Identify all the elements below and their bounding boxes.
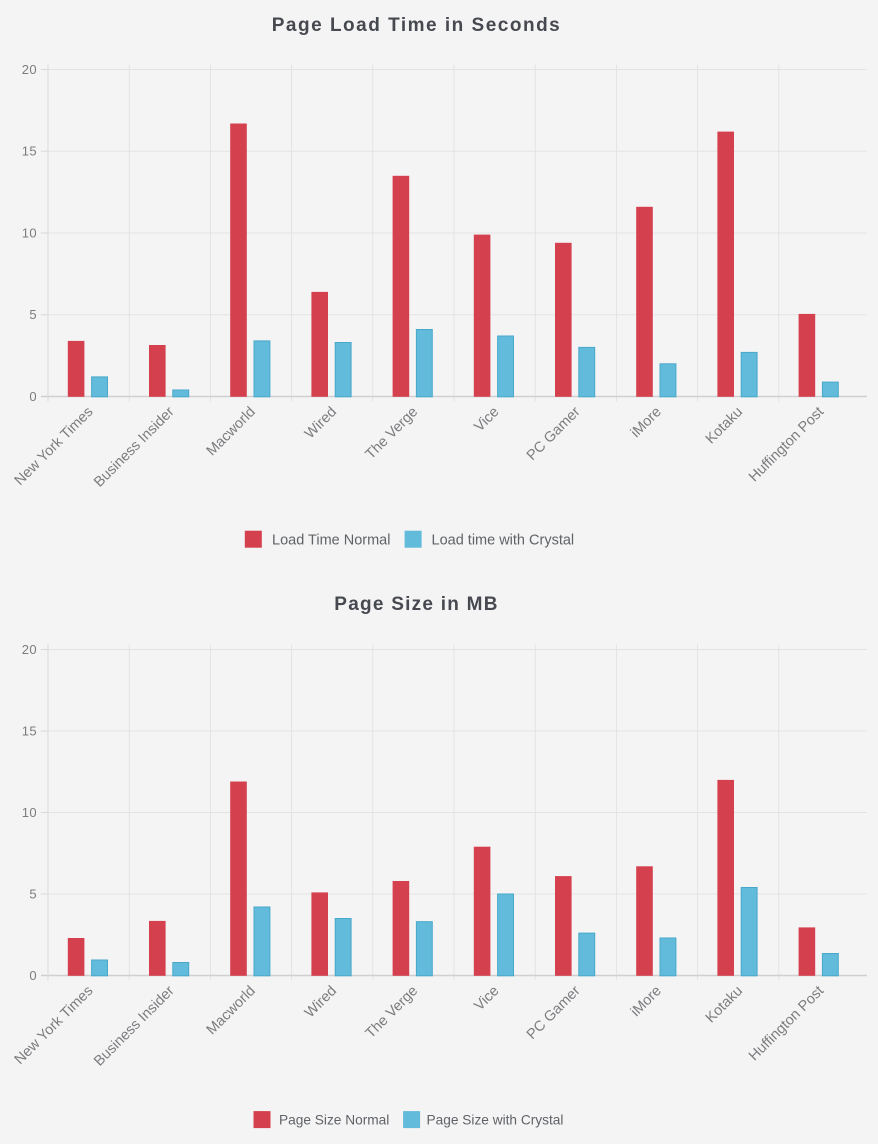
svg-text:5: 5 bbox=[29, 307, 37, 322]
svg-text:20: 20 bbox=[22, 642, 37, 657]
svg-text:10: 10 bbox=[22, 805, 37, 820]
svg-text:15: 15 bbox=[22, 144, 37, 159]
svg-text:20: 20 bbox=[22, 62, 37, 77]
svg-text:15: 15 bbox=[22, 724, 37, 739]
svg-text:Load time with Crystal: Load time with Crystal bbox=[432, 532, 575, 548]
svg-text:Page Size Normal: Page Size Normal bbox=[279, 1113, 389, 1128]
svg-text:Load Time Normal: Load Time Normal bbox=[272, 532, 390, 548]
svg-text:0: 0 bbox=[29, 968, 37, 983]
svg-text:Page Load Time in Seconds: Page Load Time in Seconds bbox=[272, 15, 562, 36]
svg-text:10: 10 bbox=[22, 226, 37, 241]
svg-text:Page Size with Crystal: Page Size with Crystal bbox=[427, 1113, 564, 1128]
svg-text:5: 5 bbox=[29, 887, 37, 902]
svg-text:Page Size in MB: Page Size in MB bbox=[334, 594, 498, 615]
svg-text:0: 0 bbox=[29, 389, 37, 404]
